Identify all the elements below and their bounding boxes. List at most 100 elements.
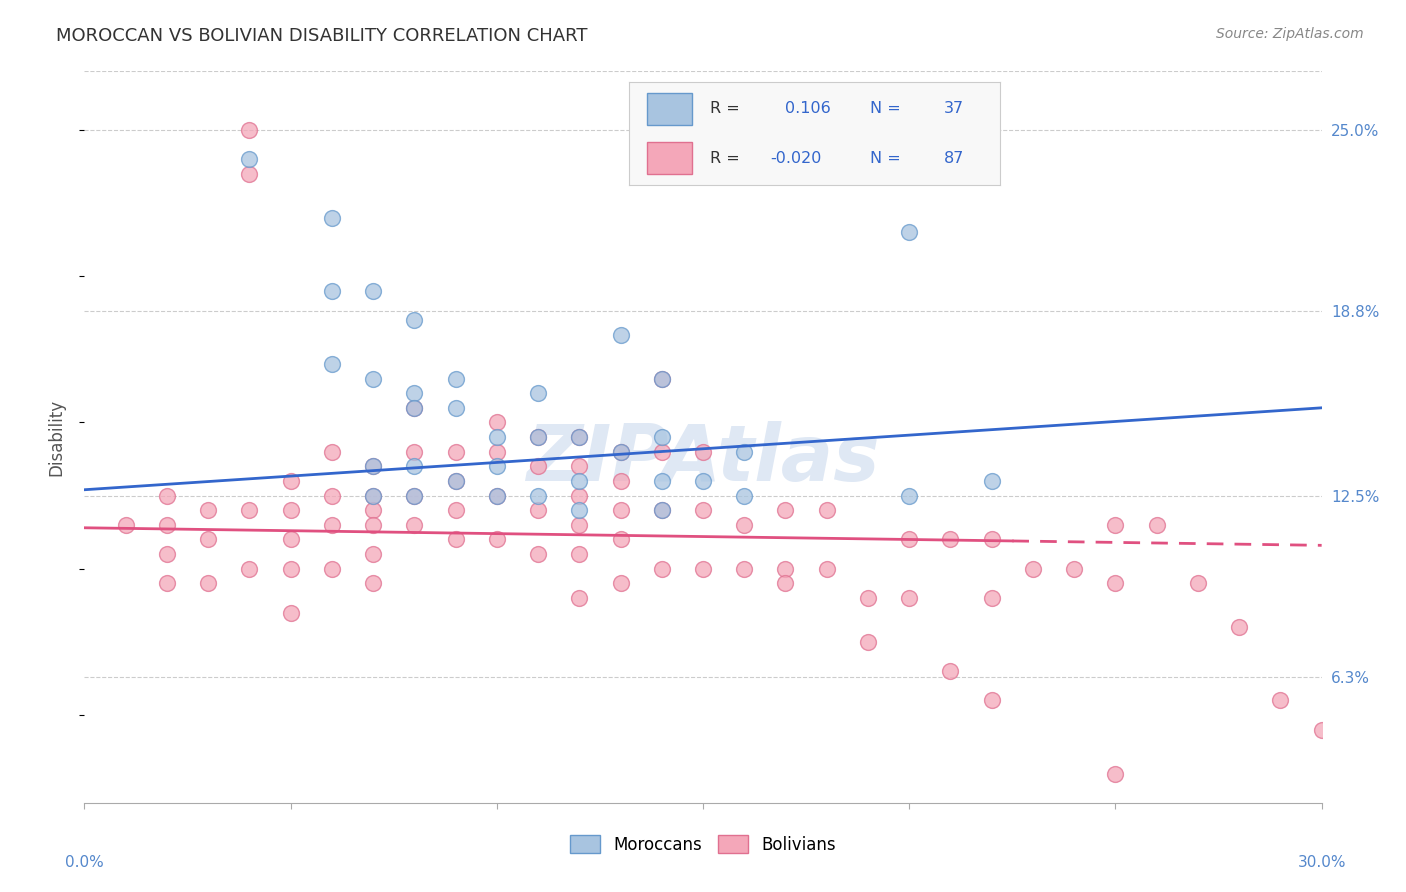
Point	[485, 489, 508, 503]
Point	[651, 371, 673, 385]
Point	[444, 474, 467, 488]
Point	[609, 576, 631, 591]
Point	[444, 503, 467, 517]
Point	[775, 503, 797, 517]
Point	[1187, 576, 1209, 591]
Point	[651, 371, 673, 385]
Point	[568, 517, 591, 532]
Point	[444, 474, 467, 488]
Point	[856, 635, 879, 649]
Point	[733, 489, 755, 503]
Point	[404, 459, 426, 474]
Y-axis label: Disability: Disability	[48, 399, 66, 475]
Point	[444, 371, 467, 385]
Point	[609, 533, 631, 547]
Point	[404, 401, 426, 415]
Text: MOROCCAN VS BOLIVIAN DISABILITY CORRELATION CHART: MOROCCAN VS BOLIVIAN DISABILITY CORRELAT…	[56, 27, 588, 45]
Point	[527, 430, 550, 444]
Point	[1104, 517, 1126, 532]
Point	[898, 225, 921, 239]
Point	[733, 444, 755, 458]
Point	[485, 533, 508, 547]
Point	[980, 693, 1002, 707]
Point	[1022, 562, 1045, 576]
Point	[280, 606, 302, 620]
Point	[156, 517, 179, 532]
Point	[444, 401, 467, 415]
Point	[609, 444, 631, 458]
Point	[361, 371, 384, 385]
Point	[1146, 517, 1168, 532]
Point	[651, 503, 673, 517]
Point	[444, 533, 467, 547]
Point	[568, 430, 591, 444]
Point	[568, 459, 591, 474]
Point	[1270, 693, 1292, 707]
Point	[321, 562, 343, 576]
Point	[404, 489, 426, 503]
Point	[238, 123, 260, 137]
Point	[527, 386, 550, 401]
Point	[775, 576, 797, 591]
Point	[692, 474, 714, 488]
Point	[197, 503, 219, 517]
Point	[651, 503, 673, 517]
Point	[980, 474, 1002, 488]
Point	[114, 517, 136, 532]
Point	[404, 313, 426, 327]
Point	[361, 517, 384, 532]
Point	[980, 533, 1002, 547]
Point	[321, 284, 343, 298]
Point	[1310, 723, 1333, 737]
Point	[361, 284, 384, 298]
Point	[815, 562, 838, 576]
Point	[404, 386, 426, 401]
Point	[485, 459, 508, 474]
Point	[156, 576, 179, 591]
Point	[238, 562, 260, 576]
Point	[238, 503, 260, 517]
Point	[692, 503, 714, 517]
Point	[527, 547, 550, 561]
Point	[692, 562, 714, 576]
Point	[280, 533, 302, 547]
Point	[651, 444, 673, 458]
Point	[238, 152, 260, 166]
Text: ZIPAtlas: ZIPAtlas	[526, 421, 880, 497]
Point	[485, 430, 508, 444]
Point	[692, 444, 714, 458]
Point	[568, 591, 591, 605]
Point	[197, 533, 219, 547]
Point	[361, 489, 384, 503]
Point	[568, 503, 591, 517]
Point	[321, 211, 343, 225]
Legend: Moroccans, Bolivians: Moroccans, Bolivians	[562, 829, 844, 860]
Point	[527, 503, 550, 517]
Point	[156, 489, 179, 503]
Point	[609, 503, 631, 517]
Text: 0.0%: 0.0%	[65, 855, 104, 871]
Point	[238, 167, 260, 181]
Point	[651, 474, 673, 488]
Point	[361, 576, 384, 591]
Point	[939, 664, 962, 678]
Point	[980, 591, 1002, 605]
Point	[156, 547, 179, 561]
Text: 30.0%: 30.0%	[1298, 855, 1346, 871]
Point	[485, 416, 508, 430]
Point	[361, 489, 384, 503]
Point	[568, 474, 591, 488]
Point	[404, 517, 426, 532]
Point	[939, 533, 962, 547]
Point	[733, 517, 755, 532]
Text: Source: ZipAtlas.com: Source: ZipAtlas.com	[1216, 27, 1364, 41]
Point	[404, 444, 426, 458]
Point	[1104, 766, 1126, 780]
Point	[485, 444, 508, 458]
Point	[197, 576, 219, 591]
Point	[404, 401, 426, 415]
Point	[361, 459, 384, 474]
Point	[321, 517, 343, 532]
Point	[775, 562, 797, 576]
Point	[651, 430, 673, 444]
